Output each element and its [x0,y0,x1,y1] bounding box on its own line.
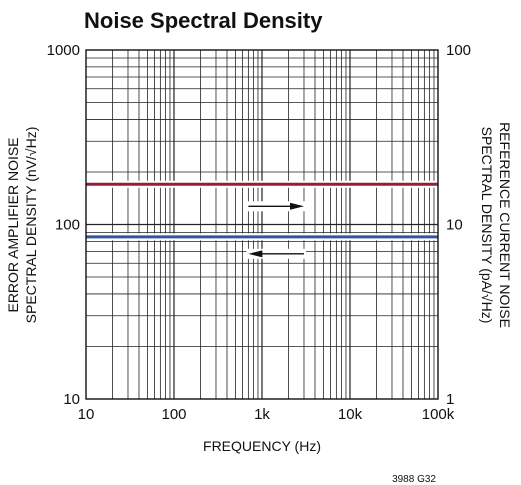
x-tick-label: 1k [254,406,270,423]
y-left-tick-label: 10 [63,391,80,408]
plot-frame [85,49,439,400]
x-axis-label: FREQUENCY (Hz) [203,438,321,454]
y-right-tick-label: 10 [446,217,463,234]
x-tick-label: 10k [338,406,363,423]
chart-title: Noise Spectral Density [84,8,323,33]
tick-labels: 10 100 1k 10k 100k 10 100 1000 1 10 100 [47,42,471,423]
y-right-axis-label-line1: REFERENCE CURRENT NOISE [497,122,513,328]
series-layer [86,180,438,241]
y-left-axis-label-line2: SPECTRAL DENSITY (nV/√Hz) [23,127,39,324]
x-tick-label: 100 [161,406,186,423]
x-tick-label: 10 [78,406,95,423]
arrow-right [246,201,306,212]
y-left-tick-label: 1000 [47,42,80,59]
y-right-axis-label-line2: SPECTRAL DENSITY (pA/√Hz) [479,127,495,324]
y-left-tick-label: 100 [55,217,80,234]
y-right-tick-label: 100 [446,42,471,59]
figure-code: 3988 G32 [392,474,436,485]
y-right-tick-label: 1 [446,391,454,408]
arrow-left [246,248,306,259]
grid-lines [86,50,438,399]
y-left-axis-label-line1: ERROR AMPLIFIER NOISE [5,137,21,312]
x-tick-label: 100k [422,406,455,423]
arrow-layer [246,201,306,259]
